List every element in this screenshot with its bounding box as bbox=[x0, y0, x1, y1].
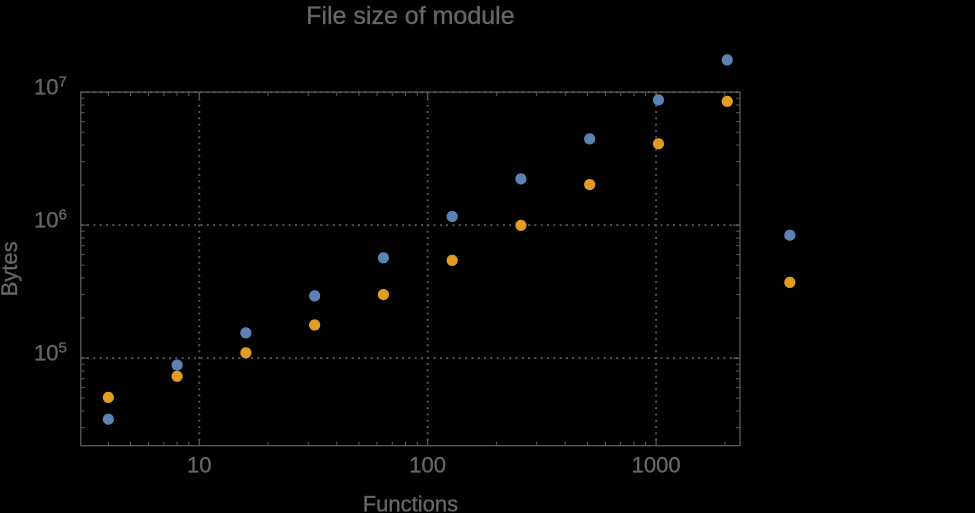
svg-text:100: 100 bbox=[409, 453, 446, 478]
svg-text:File size of module: File size of module bbox=[306, 2, 514, 30]
svg-text:Functions: Functions bbox=[363, 492, 458, 513]
svg-text:10: 10 bbox=[187, 453, 211, 478]
svg-text:1000: 1000 bbox=[632, 453, 681, 478]
svg-text:Bytes: Bytes bbox=[0, 241, 22, 296]
